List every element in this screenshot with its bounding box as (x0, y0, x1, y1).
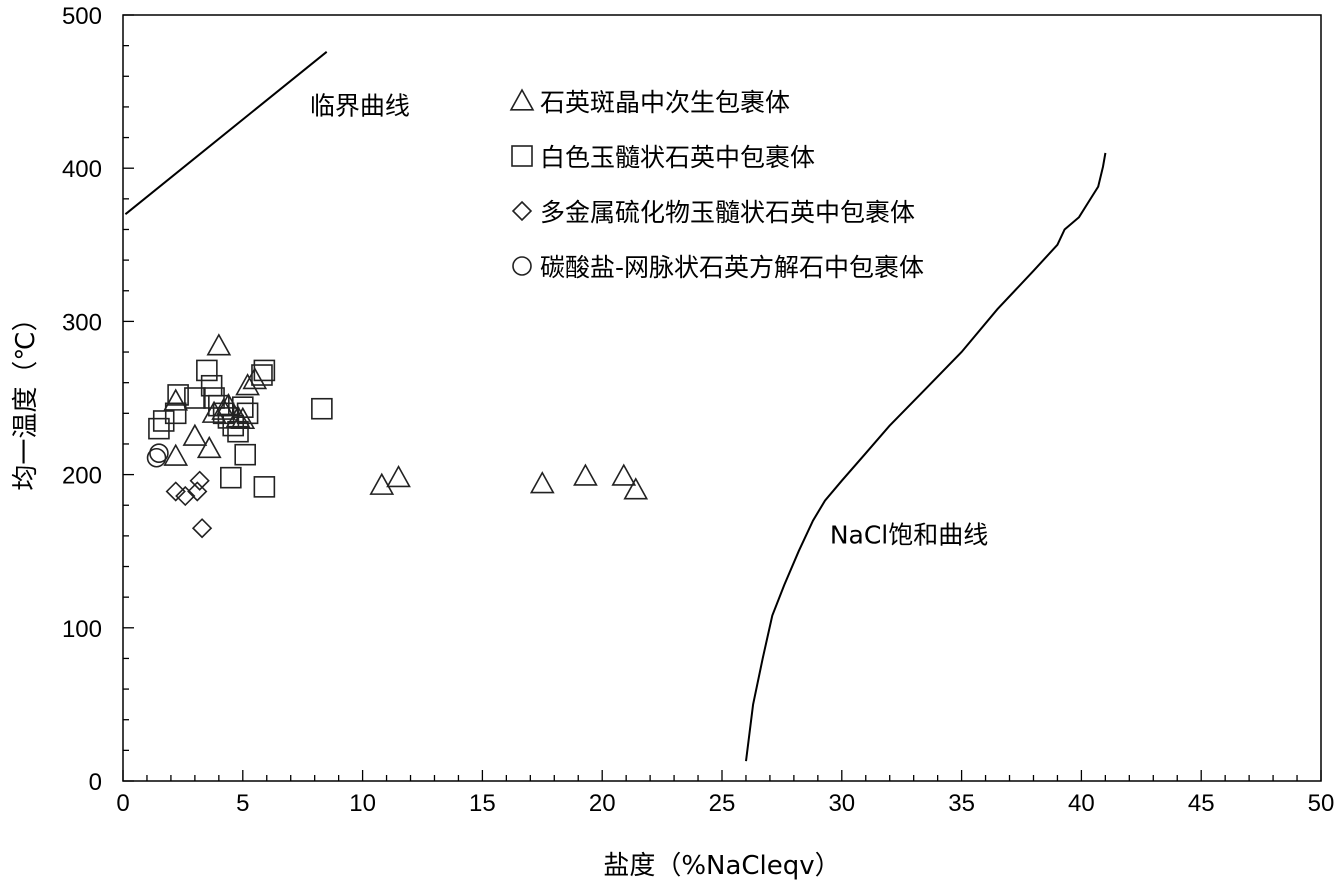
triangle-point (573, 463, 598, 486)
circle-point (146, 447, 167, 468)
y-axis: 0 100 200 300 400 500 (62, 3, 134, 796)
x-tick-label: 45 (1188, 790, 1215, 817)
nacl-saturation-curve (745, 152, 1107, 762)
nacl-curve-label: NaCl饱和曲线 (830, 521, 988, 550)
plot-area-frame (122, 14, 1322, 782)
diamond-point (165, 481, 186, 502)
square-point (253, 476, 276, 498)
diamond-point (175, 485, 196, 507)
square-point (148, 417, 170, 440)
square-point (152, 410, 175, 432)
y-tick-label: 400 (62, 156, 102, 183)
triangle-point (163, 388, 189, 411)
square-point (311, 397, 333, 420)
triangle-point (386, 465, 411, 488)
critical-curve-label: 临界曲线 (310, 92, 410, 121)
legend-label: 白色玉髓状石英中包裹体 (540, 143, 815, 172)
y-tick-label: 200 (62, 463, 102, 490)
triangle-point (529, 471, 555, 494)
y-axis-title: 均一温度（℃） (11, 305, 41, 490)
square-point (232, 396, 254, 418)
x-axis-title: 盐度（%NaCleqv） (603, 851, 840, 881)
x-axis: 0 5 10 15 20 25 30 35 40 45 50 (116, 770, 1334, 817)
legend-label: 碳酸盐-网脉状石英方解石中包裹体 (540, 253, 924, 282)
circle-point (149, 443, 169, 463)
legend-diamond-marker (511, 200, 533, 222)
x-tick-label: 40 (1068, 790, 1095, 817)
triangle-point (182, 423, 208, 446)
triangle-point (242, 366, 268, 390)
legend-triangle-marker (509, 88, 535, 111)
y-tick-label: 300 (62, 309, 102, 336)
y-tick-label: 100 (62, 616, 102, 643)
diamond-point (191, 518, 213, 539)
square-point (220, 466, 242, 489)
annotations: 临界曲线 NaCl饱和曲线 (310, 92, 988, 550)
square-point (251, 364, 273, 386)
critical-curve (124, 51, 328, 215)
legend-square-marker (511, 145, 533, 167)
curves (124, 51, 1107, 762)
triangle-point (196, 435, 222, 459)
square-point (184, 387, 206, 409)
x-tick-label: 25 (709, 790, 736, 817)
x-tick-label: 10 (349, 790, 376, 817)
triangle-point (369, 472, 395, 495)
triangle-point (611, 463, 637, 486)
x-tick-label: 35 (948, 790, 975, 817)
square-point (234, 443, 256, 466)
triangle-point (206, 333, 232, 356)
square-point (236, 402, 259, 425)
diamond-point (189, 470, 210, 491)
square-point (167, 384, 189, 406)
y-tick-label: 0 (89, 769, 102, 796)
square-point (253, 359, 276, 382)
triangle-point (163, 443, 189, 466)
data-markers (146, 333, 649, 539)
x-tick-label: 15 (469, 790, 496, 817)
x-tick-label: 50 (1308, 790, 1335, 817)
legend: 石英斑晶中次生包裹体白色玉髓状石英中包裹体多金属硫化物玉髓状石英中包裹体碳酸盐-… (509, 88, 924, 282)
square-point (164, 402, 187, 425)
square-point (196, 359, 218, 382)
legend-label: 石英斑晶中次生包裹体 (540, 88, 790, 117)
x-tick-label: 5 (236, 790, 249, 817)
x-tick-label: 0 (116, 790, 129, 817)
x-tick-label: 30 (828, 790, 855, 817)
y-tick-label: 500 (62, 3, 102, 30)
legend-circle-marker (512, 256, 532, 276)
legend-label: 多金属硫化物玉髓状石英中包裹体 (540, 198, 915, 227)
x-tick-label: 20 (589, 790, 616, 817)
diamond-point (187, 481, 208, 502)
triangle-point (623, 477, 649, 500)
